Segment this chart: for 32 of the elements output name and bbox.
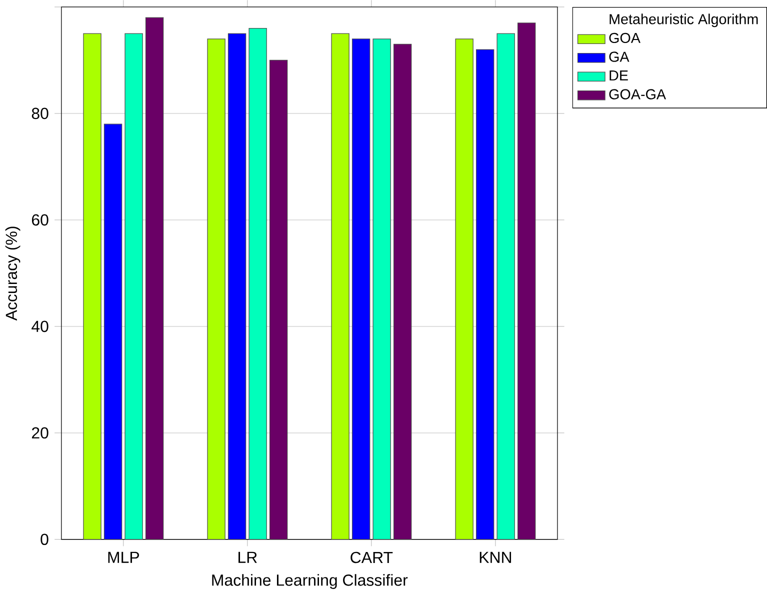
y-tick-label: 20 bbox=[32, 427, 48, 438]
bar bbox=[228, 33, 246, 540]
bar bbox=[145, 17, 164, 540]
bar bbox=[372, 38, 391, 540]
bar bbox=[476, 49, 494, 540]
bar bbox=[455, 38, 474, 540]
x-tick-label: CART bbox=[350, 552, 393, 563]
y-tick-label: 60 bbox=[32, 214, 48, 226]
bar bbox=[207, 38, 226, 540]
x-tick-label: KNN bbox=[480, 552, 512, 563]
x-tick-label: MLP bbox=[108, 552, 139, 563]
bar bbox=[124, 33, 143, 540]
bar bbox=[104, 124, 122, 540]
y-tick-label: 80 bbox=[32, 108, 48, 119]
y-tick-label: 40 bbox=[32, 320, 48, 332]
bar bbox=[393, 44, 412, 540]
legend-label: GA bbox=[609, 52, 630, 62]
bar bbox=[248, 28, 267, 540]
bar bbox=[496, 33, 515, 540]
legend-label: GOA bbox=[609, 32, 640, 43]
bar bbox=[352, 38, 370, 540]
x-tick-label: LR bbox=[238, 552, 257, 563]
bar bbox=[331, 33, 350, 540]
x-axis-title: Machine Learning Classifier bbox=[212, 574, 408, 589]
legend-label: GOA-GA bbox=[609, 89, 666, 100]
bar bbox=[517, 22, 536, 540]
y-tick-label: 0 bbox=[40, 534, 48, 545]
y-axis-title: Accuracy (%) bbox=[5, 226, 20, 320]
legend-title: Metaheuristic Algorithm bbox=[610, 14, 758, 27]
bar bbox=[269, 60, 288, 540]
legend-label: DE bbox=[610, 70, 628, 80]
bar bbox=[83, 33, 102, 540]
